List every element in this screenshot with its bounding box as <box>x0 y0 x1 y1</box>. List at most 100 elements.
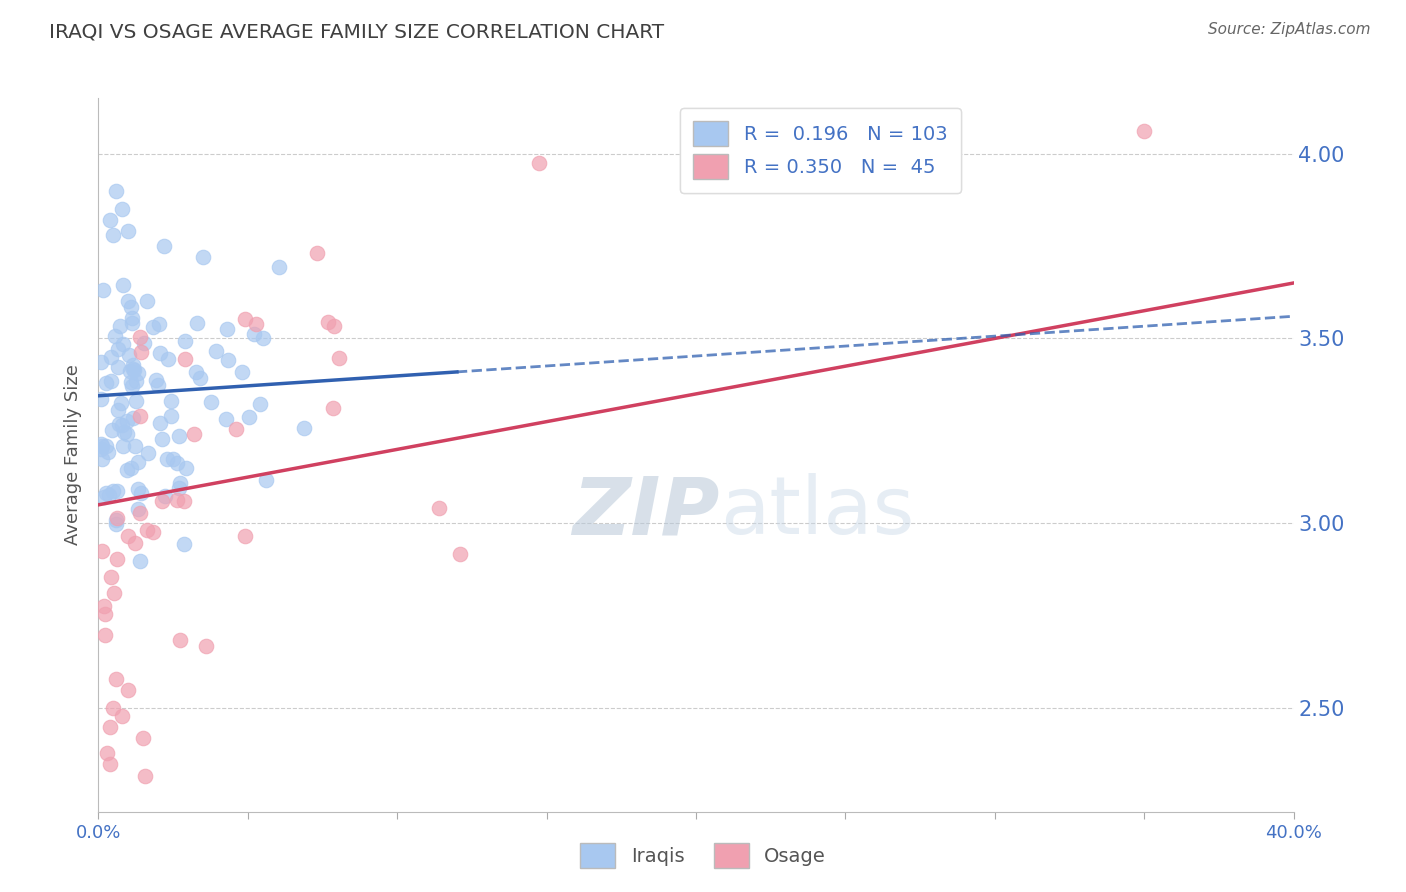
Point <box>127 483 149 497</box>
Point <box>152 432 174 446</box>
Point <box>93 491 115 505</box>
Point <box>527 155 550 169</box>
Point <box>100 570 122 584</box>
Point <box>117 463 139 477</box>
Point <box>90 437 112 451</box>
Point <box>160 409 183 424</box>
Point <box>122 362 145 376</box>
Point <box>105 672 128 686</box>
Point <box>188 371 211 385</box>
Point <box>191 250 214 264</box>
Point <box>100 375 122 389</box>
Point <box>120 364 142 378</box>
Point <box>243 327 266 342</box>
Point <box>107 417 129 432</box>
Point <box>322 401 344 415</box>
Point <box>105 483 128 498</box>
Point <box>101 423 124 437</box>
Point <box>173 494 195 508</box>
Point <box>267 260 290 275</box>
Point <box>169 476 191 491</box>
Point <box>107 359 129 374</box>
Point <box>156 352 179 367</box>
Point <box>100 350 122 364</box>
Point <box>204 344 226 359</box>
Point <box>111 202 134 216</box>
Point <box>115 414 138 428</box>
Point <box>103 227 125 242</box>
Point <box>121 379 143 393</box>
Text: ZIP: ZIP <box>572 473 720 551</box>
Point <box>132 731 155 745</box>
Point <box>142 525 165 540</box>
Point <box>100 756 122 771</box>
Point <box>124 536 146 550</box>
Point <box>121 311 143 326</box>
Point <box>117 529 139 543</box>
Point <box>245 317 267 331</box>
Point <box>125 374 148 388</box>
Point <box>156 452 179 467</box>
Point <box>103 586 125 600</box>
Point <box>127 502 149 516</box>
Y-axis label: Average Family Size: Average Family Size <box>65 365 83 545</box>
Point <box>127 455 149 469</box>
Point <box>103 701 125 715</box>
Point <box>174 334 197 349</box>
Point <box>231 365 253 379</box>
Point <box>135 294 157 309</box>
Point <box>121 316 143 330</box>
Point <box>316 315 339 329</box>
Point <box>160 394 183 409</box>
Point <box>112 439 135 453</box>
Point <box>166 456 188 470</box>
Point <box>96 746 118 760</box>
Point <box>91 439 114 453</box>
Point <box>449 547 471 561</box>
Point <box>110 396 132 410</box>
Point <box>101 484 124 499</box>
Point <box>307 245 329 260</box>
Point <box>238 409 260 424</box>
Text: atlas: atlas <box>720 473 914 551</box>
Point <box>105 184 128 198</box>
Point <box>125 394 148 409</box>
Point <box>120 300 142 314</box>
Point <box>90 355 112 369</box>
Point <box>174 460 197 475</box>
Point <box>104 513 127 527</box>
Point <box>169 632 191 647</box>
Point <box>200 394 222 409</box>
Point <box>252 331 274 345</box>
Point <box>91 283 114 297</box>
Point <box>97 445 120 459</box>
Point <box>100 213 122 227</box>
Point <box>167 481 190 495</box>
Point <box>129 553 152 567</box>
Point <box>108 319 131 334</box>
Point <box>169 429 191 443</box>
Point <box>153 239 176 253</box>
Point <box>134 769 156 783</box>
Point <box>141 319 163 334</box>
Point <box>427 501 450 516</box>
Point <box>94 607 117 621</box>
Point <box>217 322 239 336</box>
Point <box>112 425 135 439</box>
Point <box>217 353 239 368</box>
Point <box>129 409 152 423</box>
Point <box>94 376 117 390</box>
Legend: R =  0.196   N = 103, R = 0.350   N =  45: R = 0.196 N = 103, R = 0.350 N = 45 <box>679 108 962 193</box>
Point <box>112 337 135 351</box>
Point <box>100 720 122 734</box>
Point <box>195 639 218 653</box>
Point <box>91 452 114 467</box>
Point <box>186 365 208 379</box>
Point <box>94 486 117 500</box>
Point <box>173 537 195 551</box>
Point <box>117 224 139 238</box>
Legend: Iraqis, Osage: Iraqis, Osage <box>571 833 835 878</box>
Point <box>153 489 176 503</box>
Point <box>96 439 118 453</box>
Point <box>328 351 350 365</box>
